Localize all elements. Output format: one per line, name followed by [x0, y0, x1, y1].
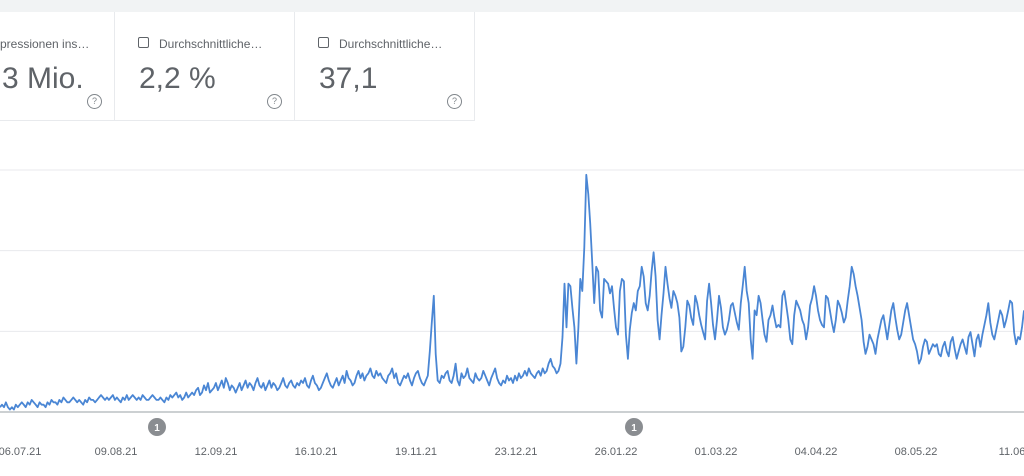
x-tick-label: 16.10.21 — [295, 446, 338, 458]
metric-card-position[interactable]: Durchschnittliche… 37,1 ? — [295, 12, 475, 121]
metric-card-label: Durchschnittliche… — [339, 37, 443, 51]
annotation-label: 1 — [631, 423, 637, 434]
x-tick-label: 08.05.22 — [895, 446, 938, 458]
x-tick-label: 04.04.22 — [795, 446, 838, 458]
x-axis-ticks: 06.07.21 09.08.21 12.09.21 16.10.21 19.11.21… — [0, 446, 1024, 458]
x-tick-label: 26.01.22 — [595, 446, 638, 458]
series-line — [0, 173, 1024, 411]
x-tick-label: 11.06 — [999, 446, 1024, 458]
metric-card-value: 37,1 — [319, 62, 378, 95]
help-icon[interactable]: ? — [267, 94, 282, 109]
checkbox-icon[interactable] — [138, 37, 149, 48]
metric-card-label: Durchschnittliche… — [159, 37, 263, 51]
metric-card-value: 2,2 % — [139, 62, 216, 95]
checkbox-icon[interactable] — [318, 37, 329, 48]
annotation-label: 1 — [154, 423, 160, 434]
annotation-badge[interactable] — [148, 418, 166, 436]
metric-card-value: 3 Mio. — [2, 62, 84, 95]
annotation-marker[interactable]: 1 — [625, 418, 643, 436]
gridlines — [0, 169, 1024, 413]
annotation-badge[interactable] — [625, 418, 643, 436]
metric-card-ctr[interactable]: Durchschnittliche… 2,2 % ? — [115, 12, 295, 121]
help-icon[interactable]: ? — [87, 94, 102, 109]
x-tick-label: 19.11.21 — [395, 446, 437, 458]
x-tick-label: 01.03.22 — [695, 446, 738, 458]
metric-card-label: pressionen ins… — [0, 37, 90, 51]
x-tick-label: 23.12.21 — [495, 446, 538, 458]
metric-card-impressions[interactable]: pressionen ins… 3 Mio. ? — [0, 12, 115, 121]
top-strip — [0, 0, 1024, 12]
x-tick-label: 12.09.21 — [195, 446, 238, 458]
x-tick-label: 09.08.21 — [95, 446, 138, 458]
annotation-marker[interactable]: 1 — [148, 418, 166, 436]
x-tick-label: 06.07.21 — [0, 446, 41, 458]
help-icon[interactable]: ? — [447, 94, 462, 109]
performance-chart: 06.07.21 09.08.21 12.09.21 16.10.21 19.11.21… — [0, 169, 1024, 458]
